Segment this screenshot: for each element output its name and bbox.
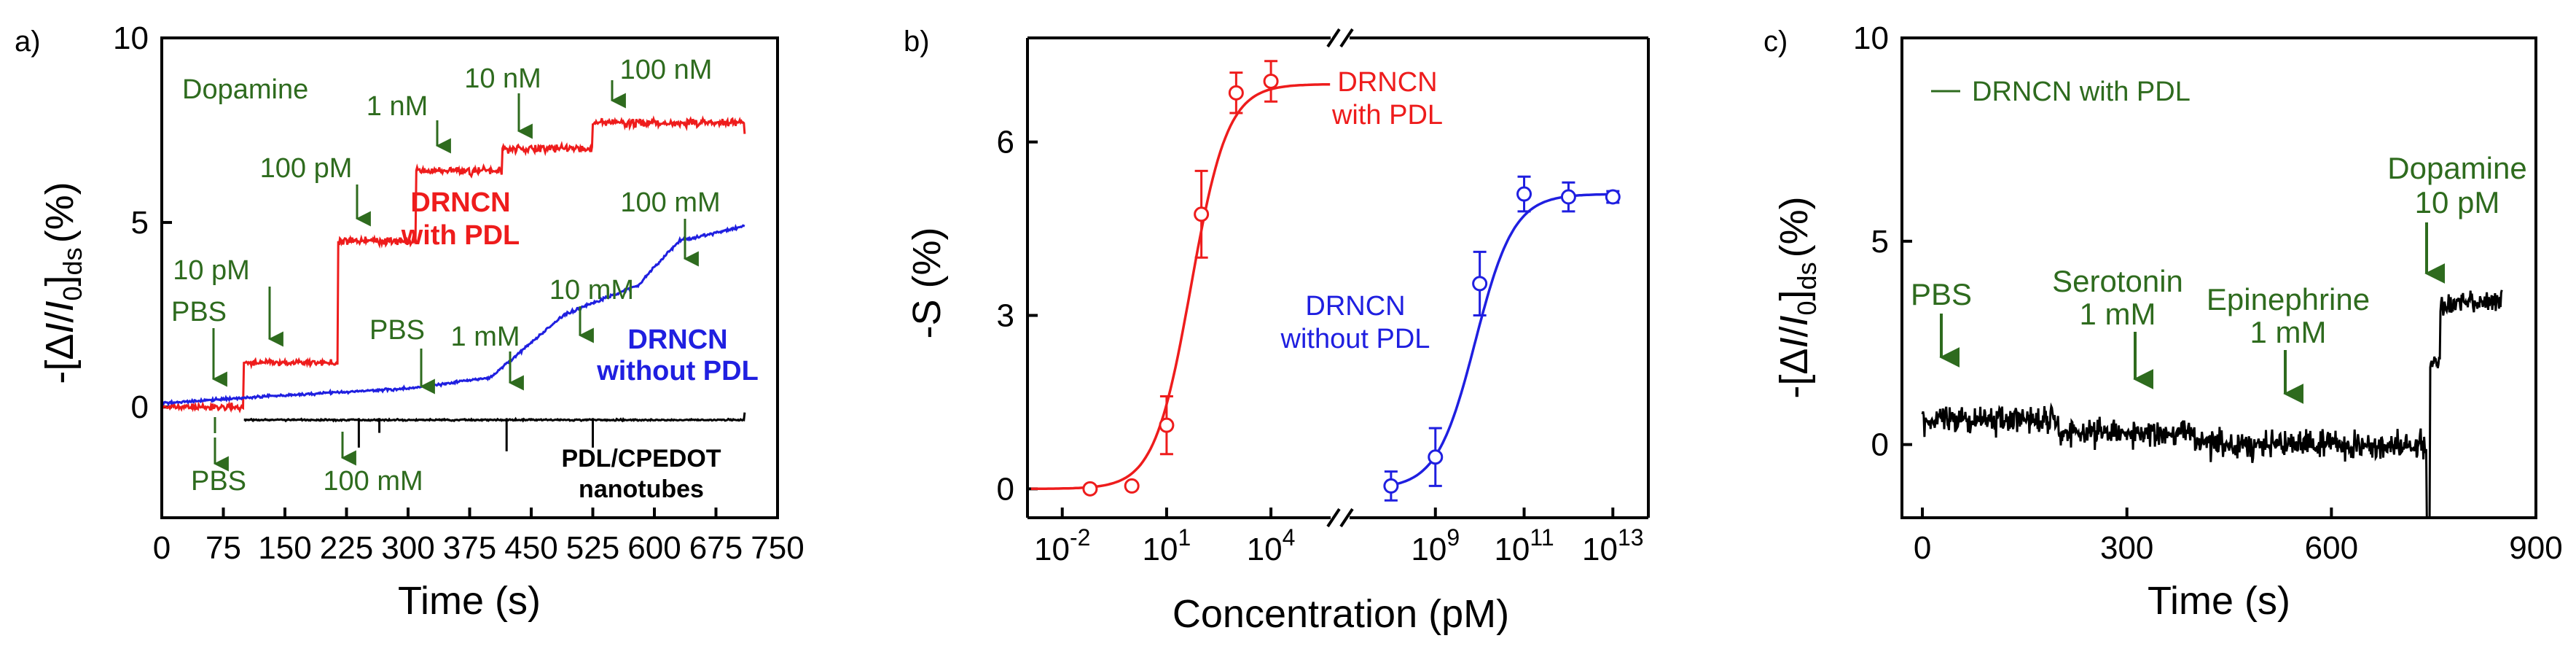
annotation-c-epinephrine: Epinephrine	[2207, 282, 2370, 316]
series-line-drncn-with-pdl	[160, 115, 746, 413]
annotation-c-serotonin-conc: 1 mM	[2080, 297, 2156, 331]
annotation-c-serotonin: Serotonin	[2052, 264, 2183, 298]
xtick-label: 1013	[1582, 524, 1644, 567]
ytick-label: 0	[997, 471, 1014, 507]
panel-b-ylabel: -S (%)	[905, 228, 949, 339]
annotation-1mm: 1 mM	[451, 322, 520, 352]
panel-a-label-black-2: nanotubes	[579, 475, 704, 503]
annotation-pbs-2: PBS	[369, 315, 425, 346]
annotation-c-dopamine: Dopamine	[2387, 151, 2526, 185]
panel-b-label-blue-2: without PDL	[1280, 324, 1430, 354]
panel-c-xlabel: Time (s)	[2148, 579, 2290, 623]
xtick-label: 300	[2100, 530, 2153, 566]
panel-a-frame	[160, 36, 779, 519]
data-point	[1428, 449, 1444, 465]
ytick-label: 10	[113, 20, 149, 56]
annotation-c-dopamine-conc: 10 pM	[2415, 185, 2500, 219]
xtick-label: 0	[153, 530, 171, 566]
xtick-label: 225	[320, 530, 373, 566]
series-line-drncn-with-pdl	[1921, 289, 2503, 519]
xtick-label: 1011	[1494, 524, 1554, 567]
annotation-10mm: 10 mM	[549, 275, 634, 306]
xtick-label: 525	[566, 530, 619, 566]
data-point	[1472, 276, 1488, 292]
panel-a-label-black-1: PDL/CPEDOT	[561, 445, 721, 473]
annotation-c-pbs: PBS	[1911, 277, 1972, 311]
ytick-label: 5	[131, 205, 149, 241]
ytick-label: 0	[131, 389, 149, 425]
fit-curve	[1030, 82, 1331, 491]
panel-c-ylabel: -[ΔI/I0]ds(%)	[1772, 196, 1822, 398]
annotation-10pm: 10 pM	[173, 255, 250, 286]
xtick-label: 675	[689, 530, 743, 566]
xtick-label: 600	[2305, 530, 2358, 566]
xtick-label: 750	[751, 530, 804, 566]
data-point	[1263, 73, 1279, 89]
data-point	[1124, 478, 1140, 494]
data-point	[1159, 417, 1175, 433]
annotation-100nm: 100 nM	[620, 55, 713, 85]
ytick-label: 0	[1871, 427, 1889, 463]
panel-a-ylabel: -[ΔI/I0]ds(%)	[38, 182, 87, 384]
panel-a-label-red-1: DRNCN	[410, 187, 510, 218]
data-point	[1516, 186, 1532, 202]
xtick-label: 75	[205, 530, 241, 566]
panel-b-xlabel: Concentration (pM)	[1172, 592, 1509, 636]
data-point	[1383, 478, 1399, 494]
panel-a-label-blue-2: without PDL	[596, 356, 759, 386]
annotation-pbs-3: PBS	[191, 466, 246, 497]
series-line-pdl-cpedot-nanotubes	[243, 412, 746, 423]
series-line-drncn-without-pdl	[161, 223, 745, 407]
xtick-label: 10-2	[1034, 524, 1090, 567]
xtick-label: 600	[627, 530, 681, 566]
panel-b-label-red-2: with PDL	[1331, 100, 1443, 131]
panel-b-label: b)	[904, 26, 930, 58]
panel-a-legend-title: Dopamine	[182, 74, 308, 105]
panel-a-label-red-2: with PDL	[401, 220, 520, 251]
annotation-c-epinephrine-conc: 1 mM	[2250, 315, 2327, 349]
panel-a-label-blue-1: DRNCN	[627, 324, 727, 355]
ytick-label: 6	[997, 125, 1014, 160]
panel-c: c) -[ΔI/I0]ds(%) 0 300 600 900 0 5 10 Time (s)…	[1763, 20, 2563, 623]
annotation-100mm-bottom: 100 mM	[323, 466, 423, 497]
xtick-label: 150	[258, 530, 311, 566]
ytick-label: 10	[1853, 20, 1889, 56]
panel-b: b) -S (%) 10-2 101 104 109 1011 1013 0 3 6 Conce…	[904, 23, 1650, 636]
panel-c-frame	[1900, 36, 2537, 519]
data-point	[1560, 189, 1576, 205]
annotation-1nm: 1 nM	[367, 91, 428, 122]
panel-a-label: a)	[15, 26, 41, 58]
xtick-label: 0	[1914, 530, 1931, 566]
data-point	[1082, 481, 1098, 497]
xtick-label: 109	[1411, 524, 1460, 567]
panel-c-legend: DRNCN with PDL	[1972, 77, 2191, 107]
xtick-label: 104	[1247, 524, 1296, 567]
xtick-label: 101	[1143, 524, 1191, 567]
xtick-label: 900	[2509, 530, 2562, 566]
xtick-label: 450	[504, 530, 557, 566]
ytick-label: 3	[997, 298, 1014, 334]
annotation-100mm-top: 100 mM	[620, 187, 720, 218]
panel-c-label: c)	[1763, 26, 1788, 58]
ytick-label: 5	[1871, 224, 1889, 260]
annotation-pbs-1: PBS	[171, 297, 227, 327]
panel-a-annotations: PBS 10 pM 100 pM 1 nM 10 nM 100 nM PBS 1…	[171, 55, 721, 497]
data-point	[1605, 189, 1621, 205]
annotation-100pm: 100 pM	[260, 153, 353, 184]
xtick-label: 300	[381, 530, 434, 566]
data-point	[1228, 85, 1244, 101]
data-point	[1194, 206, 1210, 222]
panel-a-xlabel: Time (s)	[398, 579, 541, 623]
panel-b-label-red-1: DRNCN	[1337, 67, 1437, 98]
panel-b-label-blue-1: DRNCN	[1305, 291, 1405, 322]
panel-a: a) -[ΔI/I0]ds(%) 0 75 150 225 300 375 450 525 60…	[15, 20, 804, 623]
xtick-label: 375	[443, 530, 496, 566]
annotation-10nm: 10 nM	[464, 63, 541, 94]
